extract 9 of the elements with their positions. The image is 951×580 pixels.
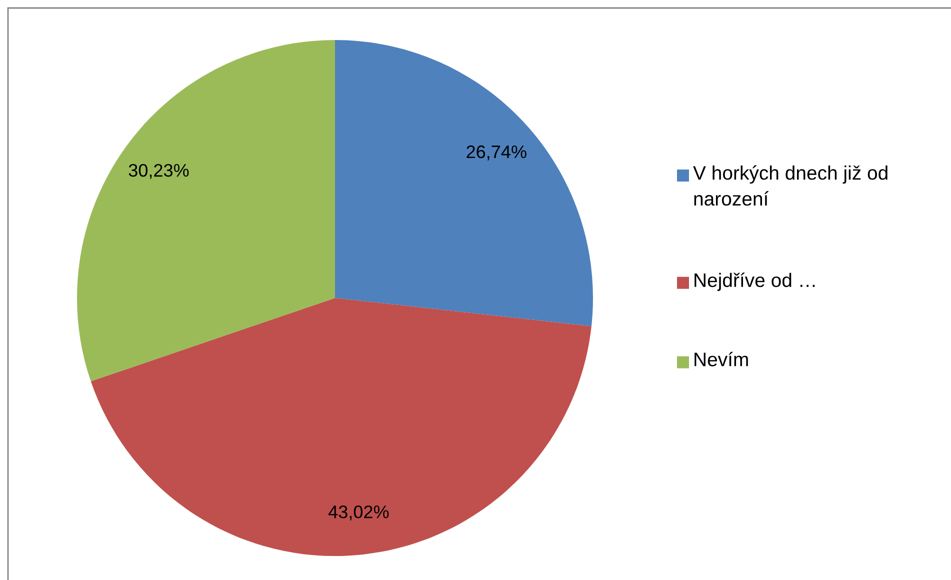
pie-slice	[77, 40, 335, 382]
data-label: 43,02%	[328, 505, 389, 520]
pie-slice	[335, 40, 593, 326]
legend-label: Nevím	[694, 352, 748, 366]
data-label: 26,74%	[466, 145, 526, 160]
legend-label: Nejdříve od …	[694, 272, 815, 291]
pie-slice	[90, 298, 592, 556]
data-label: 30,23%	[128, 164, 189, 179]
legend-label: V horkých dnech již od narození	[693, 165, 888, 206]
